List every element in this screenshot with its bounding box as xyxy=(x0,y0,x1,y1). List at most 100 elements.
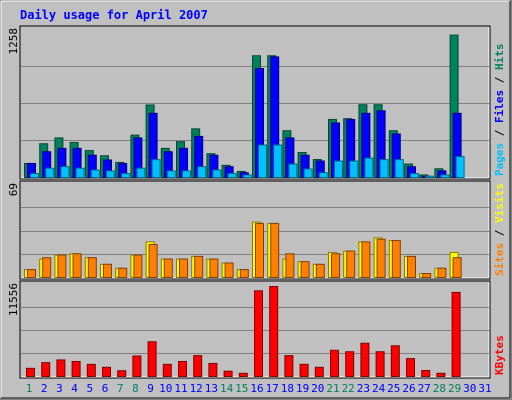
chart-title: Daily usage for April 2007 xyxy=(20,8,208,22)
bar-sites-day-17 xyxy=(270,222,280,278)
bar-sites-day-15 xyxy=(239,269,249,278)
bar-pages-day-23 xyxy=(364,157,374,178)
bar-pages-day-15 xyxy=(242,174,252,179)
panel-max-label: 69 xyxy=(7,183,20,196)
bar-pages-day-8 xyxy=(136,167,146,179)
x-tick-label-27: 27 xyxy=(418,382,431,395)
bar-pages-day-27 xyxy=(425,175,435,179)
legend-entry-kbytes: KBytes xyxy=(493,335,506,375)
bar-pages-day-2 xyxy=(45,167,55,179)
bar-sites-day-13 xyxy=(209,258,219,278)
x-axis-labels: 1 2 3 4 5 6 7 8 9 10 11 12 13 14 15 16 17 18 19 20 21 22 23 24 2… xyxy=(26,382,492,395)
bar-pages-day-7 xyxy=(121,173,131,178)
bar-sites-day-18 xyxy=(285,253,295,278)
bar-kbytes-day-26 xyxy=(406,358,415,377)
legend-entry-pages: Pages xyxy=(493,143,506,176)
bar-sites-day-14 xyxy=(224,262,234,279)
bar-kbytes-day-16 xyxy=(254,290,263,378)
panel-sites-visits: 69 Sites / Visits xyxy=(7,180,506,280)
x-tick-label-7: 7 xyxy=(117,382,124,395)
bar-kbytes-day-9 xyxy=(147,341,157,378)
bar-pages-day-19 xyxy=(303,168,313,178)
bar-pages-day-24 xyxy=(379,159,389,178)
bar-kbytes-day-6 xyxy=(102,366,111,377)
legend-entry-sites: Sites xyxy=(493,243,506,276)
legend-entry-visits: Visits xyxy=(493,183,506,223)
bar-kbytes-day-5 xyxy=(86,363,96,377)
bar-pages-day-29 xyxy=(455,156,465,178)
x-tick-label-26: 26 xyxy=(402,382,415,395)
bar-pages-day-20 xyxy=(318,172,328,178)
bar-sites-day-12 xyxy=(194,255,204,279)
bar-kbytes-day-27 xyxy=(421,370,431,377)
bar-sites-day-23 xyxy=(361,241,371,279)
x-tick-label-31: 31 xyxy=(478,382,491,395)
x-tick-label-8: 8 xyxy=(132,382,139,395)
panel-max-label: 1258 xyxy=(7,28,20,55)
panel-legend: KBytes xyxy=(493,335,506,375)
x-tick-label-22: 22 xyxy=(342,382,355,395)
bar-pages-day-10 xyxy=(166,170,176,178)
bar-sites-day-2 xyxy=(42,257,52,278)
bar-sites-day-6 xyxy=(103,263,112,278)
panel-hits-files-pages: 1258 Pages / Files / Hits xyxy=(7,25,506,180)
bar-kbytes-day-4 xyxy=(71,360,81,378)
bar-kbytes-day-1 xyxy=(26,367,35,377)
x-tick-label-2: 2 xyxy=(41,382,48,395)
chart-panels: 1258 Pages / Files / Hits 69 Sites / Visits… xyxy=(7,25,506,379)
bar-pages-day-6 xyxy=(106,170,115,178)
x-tick-label-20: 20 xyxy=(311,382,324,395)
x-tick-label-4: 4 xyxy=(71,382,78,395)
bar-kbytes-day-14 xyxy=(223,370,233,377)
x-tick-label-10: 10 xyxy=(159,382,172,395)
x-tick-label-24: 24 xyxy=(372,382,386,395)
bar-kbytes-day-8 xyxy=(132,355,142,377)
bar-kbytes-day-24 xyxy=(375,351,385,377)
x-tick-label-13: 13 xyxy=(205,382,218,395)
x-tick-label-29: 29 xyxy=(448,382,461,395)
bar-sites-day-21 xyxy=(331,253,340,278)
bar-kbytes-day-13 xyxy=(208,362,218,378)
bar-sites-day-3 xyxy=(57,254,67,279)
panel-legend: Sites / Visits xyxy=(493,183,506,276)
bar-kbytes-day-28 xyxy=(436,372,446,378)
x-tick-label-18: 18 xyxy=(281,382,294,395)
x-tick-label-17: 17 xyxy=(266,382,279,395)
bar-kbytes-day-2 xyxy=(41,362,51,377)
legend-entry-hits: Hits xyxy=(493,44,506,71)
x-tick-label-16: 16 xyxy=(250,382,263,395)
bar-pages-day-17 xyxy=(273,144,283,178)
x-tick-label-5: 5 xyxy=(86,382,93,395)
bar-kbytes-day-7 xyxy=(117,370,127,377)
bar-pages-day-22 xyxy=(349,160,359,178)
bar-sites-day-25 xyxy=(391,240,401,278)
x-tick-label-30: 30 xyxy=(463,382,476,395)
bar-sites-day-8 xyxy=(133,254,143,279)
bar-pages-day-9 xyxy=(151,159,161,178)
bar-sites-day-16 xyxy=(255,222,264,278)
bar-sites-day-29 xyxy=(452,257,462,278)
bar-sites-day-27 xyxy=(422,273,432,279)
bar-sites-day-28 xyxy=(437,267,447,279)
legend-separator: / xyxy=(493,223,506,243)
bar-sites-day-20 xyxy=(315,263,325,278)
x-tick-label-3: 3 xyxy=(56,382,63,395)
x-tick-label-15: 15 xyxy=(235,382,248,395)
legend-separator: / xyxy=(493,123,506,143)
bar-pages-day-12 xyxy=(197,166,207,179)
bar-pages-day-25 xyxy=(394,159,404,178)
bar-kbytes-day-21 xyxy=(330,349,339,378)
x-tick-label-25: 25 xyxy=(387,382,400,395)
bar-sites-day-5 xyxy=(87,257,97,278)
x-tick-label-19: 19 xyxy=(296,382,309,395)
bar-kbytes-day-12 xyxy=(193,355,203,377)
bar-sites-day-7 xyxy=(118,267,128,279)
bar-sites-day-11 xyxy=(179,258,188,278)
x-tick-label-28: 28 xyxy=(433,382,446,395)
bar-kbytes-day-17 xyxy=(269,286,279,377)
bar-sites-day-26 xyxy=(407,255,416,279)
panel-max-label: 11556 xyxy=(7,283,20,316)
bar-pages-day-28 xyxy=(440,174,450,179)
bar-pages-day-11 xyxy=(182,170,191,178)
